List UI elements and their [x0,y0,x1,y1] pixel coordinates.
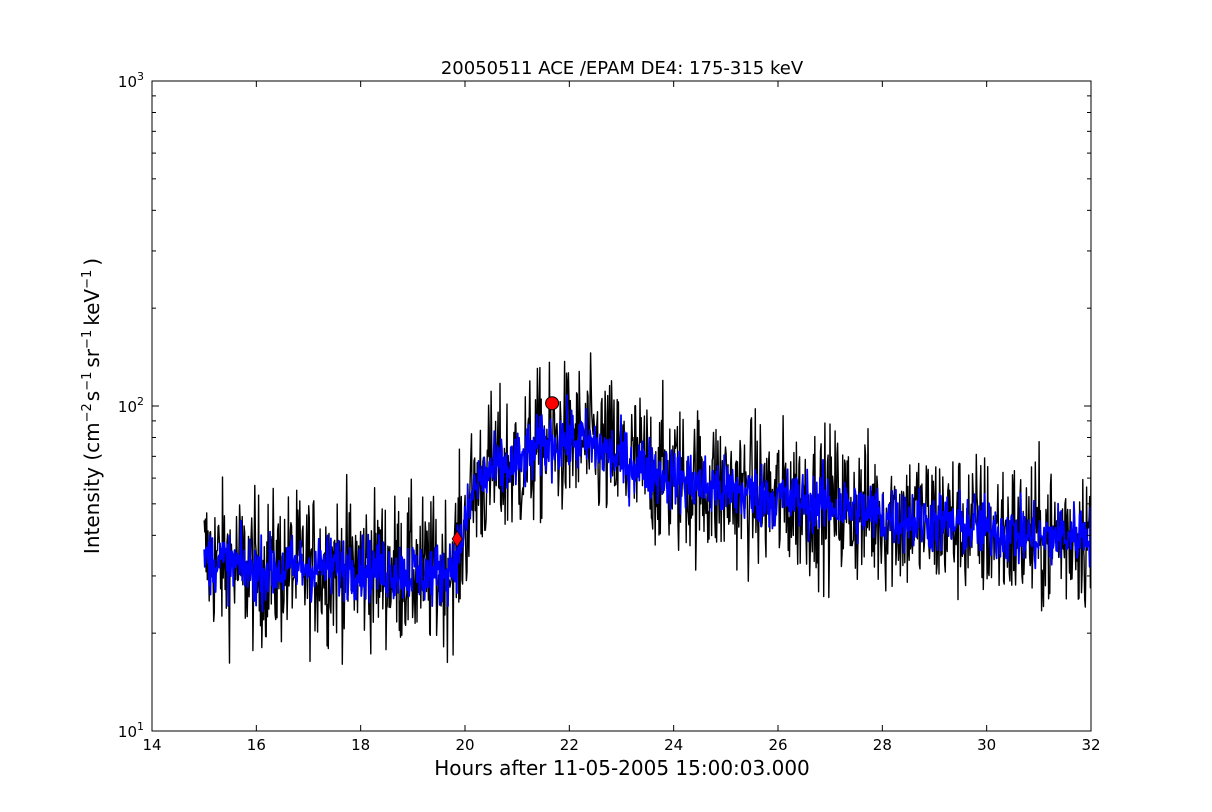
plot-frame [151,80,1092,732]
x-tick-label: 18 [351,736,370,754]
y-label-sup2: −1 [80,372,95,391]
x-tick-label: 28 [873,736,892,754]
series-line-0 [203,352,1091,665]
y-label-suffix: ) [80,258,104,266]
y-axis-label: Intensity (cm−2s−1sr−1keV−1) [80,258,104,554]
y-label-mid1: s [80,391,104,401]
x-tick-label: 24 [664,736,683,754]
y-label-sup1: −2 [80,403,95,422]
onset-marker [451,530,463,548]
chart-title: 20050511 ACE /EPAM DE4: 175-315 keV [441,58,804,79]
series-line-1 [203,394,1091,613]
x-tick-label: 32 [1081,736,1100,754]
x-tick-label: 14 [142,736,161,754]
x-tick-label: 20 [455,736,474,754]
x-tick-label: 16 [247,736,266,754]
y-label-mid3: keV [80,289,104,326]
peak-marker [545,396,560,411]
y-label-prefix: Intensity (cm [80,422,104,554]
y-label-mid2: sr [80,348,104,367]
y-label-sup4: −1 [80,270,95,289]
y-tick-label: 103 [118,70,144,91]
y-tick-label: 102 [118,395,144,416]
x-axis-label: Hours after 11-05-2005 15:00:03.000 [434,756,810,780]
x-tick-label: 30 [977,736,996,754]
x-tick-label: 22 [560,736,579,754]
y-label-sup3: −1 [80,330,95,349]
y-tick-label: 101 [118,720,144,741]
x-tick-label: 26 [768,736,787,754]
